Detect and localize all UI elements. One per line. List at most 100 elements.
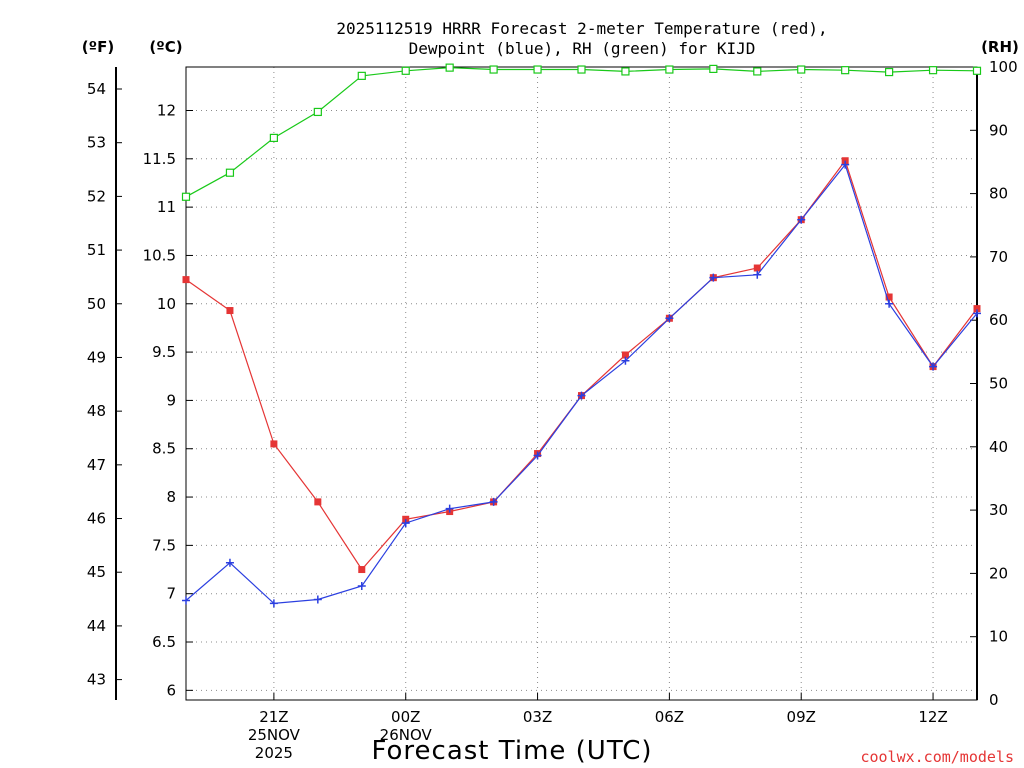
dewpoint-point	[445, 504, 454, 513]
temperature-point	[973, 305, 981, 313]
rh-tick-label: 30	[989, 501, 1008, 519]
fahrenheit-tick-label: 50	[87, 295, 106, 313]
rh-line	[185, 66, 978, 198]
rh-point	[753, 67, 762, 76]
rh-point	[445, 63, 454, 72]
celsius-tick-label: 9	[166, 391, 176, 409]
rh-tick-label: 10	[989, 628, 1008, 646]
celsius-tick-label: 12	[157, 101, 176, 119]
rh-point	[533, 65, 542, 74]
temperature-point	[270, 440, 278, 448]
fahrenheit-tick-label: 48	[87, 402, 106, 420]
dewpoint-point	[182, 596, 190, 605]
temperature-point	[182, 276, 190, 284]
plot-grid	[186, 67, 977, 700]
rh-tick-label: 50	[989, 375, 1008, 393]
rh-point	[885, 67, 894, 77]
dewpoint-point	[709, 273, 718, 282]
rh-point	[401, 66, 410, 75]
unit-label-celsius: (ºC)	[149, 38, 182, 56]
fahrenheit-tick-label: 45	[87, 563, 106, 581]
celsius-tick-label: 11	[157, 198, 176, 216]
rh-tick-label: 90	[989, 121, 1008, 139]
dewpoint-point	[621, 356, 630, 365]
celsius-tick-label: 7.5	[152, 536, 176, 554]
fahrenheit-tick-label: 46	[87, 510, 106, 528]
rh-point	[709, 64, 718, 73]
dewpoint-point	[973, 309, 981, 318]
dewpoint-point	[357, 581, 366, 590]
plot-axes: 6 6.5 7 7.5 8 8.5 9 9.5 10 10.5 11 11.5 12 43 44 45 46 47…	[87, 58, 1018, 762]
temperature-point	[314, 498, 322, 506]
celsius-tick-label: 8.5	[152, 440, 176, 458]
celsius-tick-label: 6.5	[152, 633, 176, 651]
x-tick-label: 03Z	[523, 708, 552, 726]
dewpoint-point	[577, 391, 586, 400]
dewpoint-point	[313, 595, 322, 604]
dewpoint-point	[225, 558, 234, 567]
x-tick-date-label: 26NOV	[380, 726, 433, 744]
credit-label: coolwx.com/models	[860, 748, 1014, 766]
temperature-point	[621, 351, 629, 359]
rh-tick-label: 60	[989, 311, 1008, 329]
celsius-tick-label: 6	[166, 681, 176, 699]
fahrenheit-tick-label: 53	[87, 134, 106, 152]
x-tick-label: 21Z	[259, 708, 288, 726]
rh-tick-label: 0	[989, 691, 999, 709]
x-tick-date-label: 25NOV	[248, 726, 301, 744]
temperature-point	[885, 293, 893, 301]
fahrenheit-tick-label: 51	[87, 241, 106, 259]
rh-point	[577, 65, 586, 74]
chart-title-line-1: 2025112519 HRRR Forecast 2-meter Tempera…	[336, 19, 827, 38]
temperature-point	[753, 264, 761, 272]
fahrenheit-tick-label: 43	[87, 671, 106, 689]
celsius-tick-label: 8	[166, 488, 176, 506]
rh-tick-label: 40	[989, 438, 1008, 456]
chart-title-line-2: Dewpoint (blue), RH (green) for KIJD	[409, 39, 756, 58]
rh-point	[928, 66, 938, 75]
rh-tick-label: 70	[989, 248, 1008, 266]
rh-tick-label: 100	[989, 58, 1018, 76]
rh-point	[489, 65, 498, 74]
plot-series	[181, 63, 982, 608]
dewpoint-point	[489, 497, 498, 506]
x-tick-label: 00Z	[391, 708, 420, 726]
celsius-tick-label: 7	[166, 585, 176, 603]
celsius-tick-label: 11.5	[143, 150, 176, 168]
fahrenheit-tick-label: 54	[87, 80, 106, 98]
unit-label-fahrenheit: (ºF)	[82, 38, 114, 56]
rh-point	[269, 133, 278, 142]
rh-tick-label: 80	[989, 185, 1008, 203]
dewpoint-point	[533, 451, 542, 460]
celsius-tick-label: 9.5	[152, 343, 176, 361]
rh-point	[841, 66, 850, 75]
fahrenheit-tick-label: 49	[87, 348, 106, 366]
rh-point	[357, 71, 366, 80]
unit-label-rh: (RH)	[981, 38, 1019, 56]
dewpoint-point	[753, 270, 762, 279]
plot-frame	[185, 66, 978, 701]
rh-point	[313, 107, 322, 117]
dewpoint-point	[269, 599, 278, 608]
temperature-point	[226, 307, 234, 315]
rh-point	[972, 66, 982, 75]
dewpoint-point	[401, 519, 410, 528]
dewpoint-point	[929, 362, 938, 371]
x-tick-year-label: 2025	[255, 744, 293, 762]
fahrenheit-tick-label: 52	[87, 187, 106, 205]
temperature-point	[358, 566, 366, 574]
dewpoint-point	[841, 160, 850, 169]
x-axis-label: Forecast Time (UTC)	[371, 736, 652, 766]
rh-point	[797, 65, 806, 74]
celsius-tick-label: 10.5	[143, 246, 176, 264]
x-tick-label: 09Z	[787, 708, 816, 726]
rh-point	[665, 65, 674, 74]
celsius-tick-label: 10	[157, 295, 176, 313]
fahrenheit-tick-label: 47	[87, 456, 106, 474]
rh-point	[621, 67, 630, 76]
temperature-line	[185, 159, 978, 571]
dewpoint-point	[885, 299, 894, 308]
fahrenheit-tick-label: 44	[87, 617, 106, 635]
x-tick-label: 06Z	[655, 708, 684, 726]
